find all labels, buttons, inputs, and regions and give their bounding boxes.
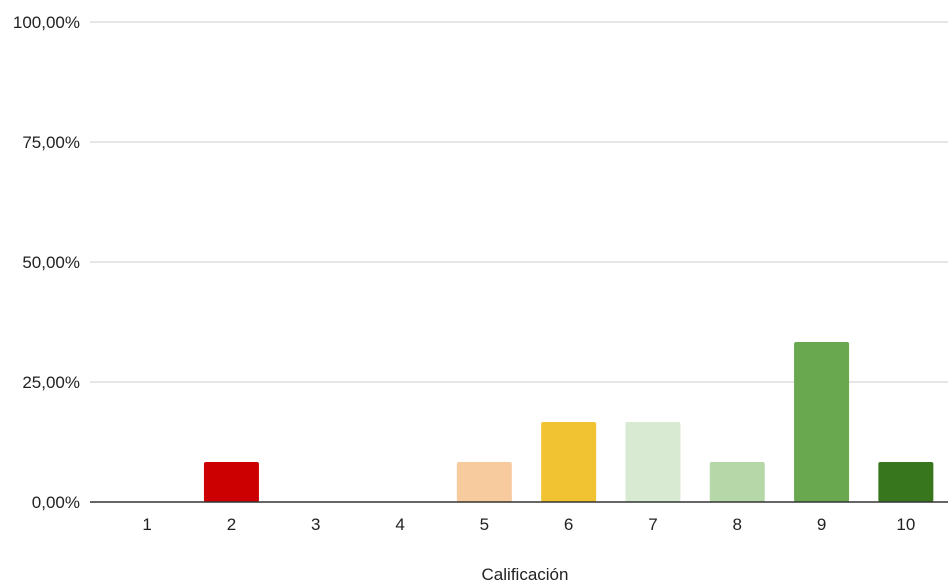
x-tick-label: 2	[227, 515, 236, 534]
bar-8	[709, 462, 765, 502]
y-axis-ticks: 0,00% 25,00% 50,00% 75,00% 100,00%	[13, 13, 80, 512]
bar-5	[456, 462, 512, 502]
y-tick-label: 75,00%	[22, 133, 80, 152]
x-tick-label: 6	[564, 515, 573, 534]
bar-9	[794, 342, 850, 502]
bars	[203, 342, 934, 502]
x-tick-label: 1	[142, 515, 151, 534]
y-tick-label: 25,00%	[22, 373, 80, 392]
x-tick-label: 8	[733, 515, 742, 534]
bar-2	[203, 462, 259, 502]
y-tick-label: 0,00%	[32, 493, 80, 512]
gridlines	[90, 21, 948, 383]
x-tick-label: 10	[896, 515, 915, 534]
x-tick-label: 4	[395, 515, 404, 534]
bar-6	[541, 421, 597, 502]
y-tick-label: 100,00%	[13, 13, 80, 32]
x-tick-label: 3	[311, 515, 320, 534]
x-axis-ticks: 1 2 3 4 5 6 7 8 9 10	[142, 515, 915, 534]
bar-10	[878, 462, 934, 502]
x-axis-title: Calificación	[482, 565, 569, 584]
y-tick-label: 50,00%	[22, 253, 80, 272]
x-tick-label: 5	[480, 515, 489, 534]
x-tick-label: 7	[648, 515, 657, 534]
bar-7	[625, 421, 681, 502]
x-tick-label: 9	[817, 515, 826, 534]
